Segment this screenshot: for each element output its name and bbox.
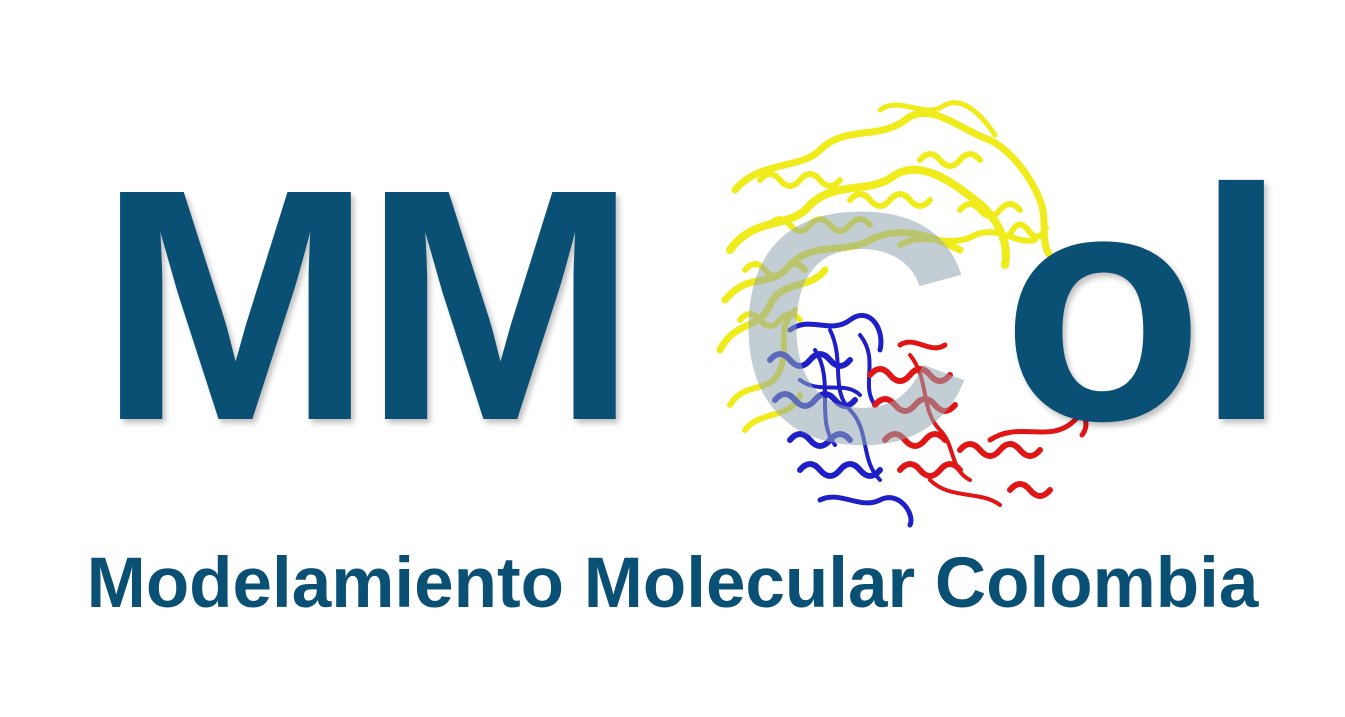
logo-ol-letters: ol (1002, 120, 1287, 489)
protein-yellow-chain (716, 100, 1064, 433)
protein-red-chain (867, 339, 1089, 507)
logo-tagline: Modelamiento Molecular Colombia (86, 544, 1259, 623)
protein-blue-chain (767, 312, 914, 528)
logo-c-letter: C (735, 143, 973, 512)
logo-mm-letters: MM (98, 120, 638, 489)
